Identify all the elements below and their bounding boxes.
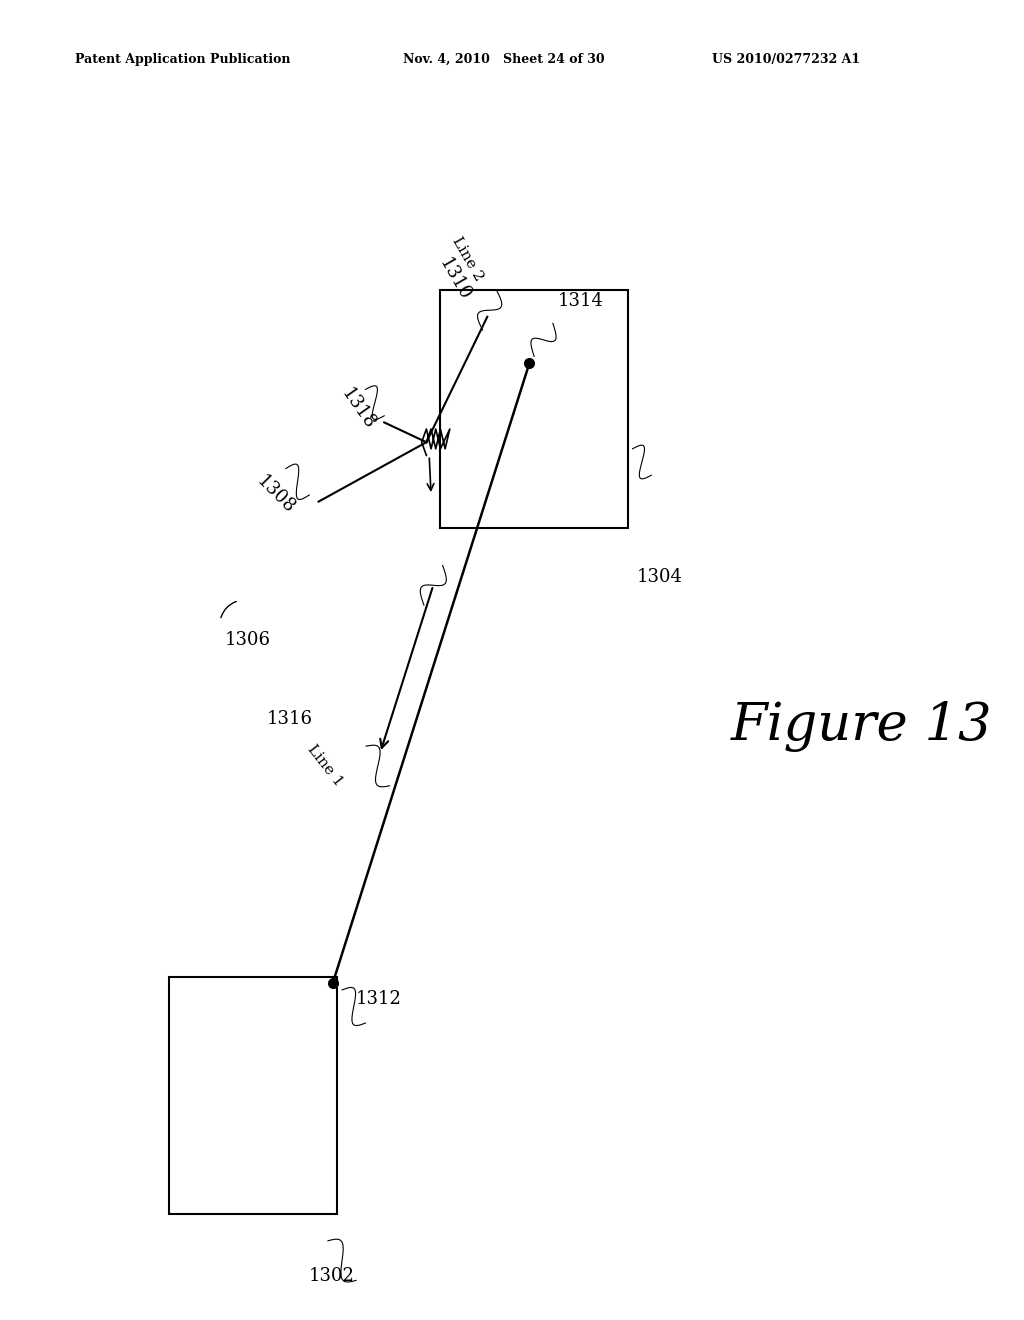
- Text: 1316: 1316: [267, 710, 313, 729]
- Text: 1314: 1314: [558, 292, 603, 310]
- Text: Line 2: Line 2: [450, 235, 486, 284]
- Text: US 2010/0277232 A1: US 2010/0277232 A1: [712, 53, 860, 66]
- Bar: [440, 290, 628, 528]
- Text: Patent Application Publication: Patent Application Publication: [75, 53, 291, 66]
- Text: 1306: 1306: [225, 631, 271, 649]
- Text: 1310: 1310: [436, 255, 474, 304]
- Text: 1304: 1304: [637, 568, 683, 586]
- Text: Figure 13: Figure 13: [731, 701, 992, 751]
- Text: 1308: 1308: [253, 473, 298, 517]
- Text: Nov. 4, 2010   Sheet 24 of 30: Nov. 4, 2010 Sheet 24 of 30: [403, 53, 604, 66]
- Text: 1312: 1312: [356, 990, 402, 1008]
- Text: Line 1: Line 1: [304, 742, 345, 789]
- Bar: [169, 977, 337, 1214]
- Text: 1318: 1318: [337, 385, 379, 433]
- Text: 1302: 1302: [309, 1267, 355, 1286]
